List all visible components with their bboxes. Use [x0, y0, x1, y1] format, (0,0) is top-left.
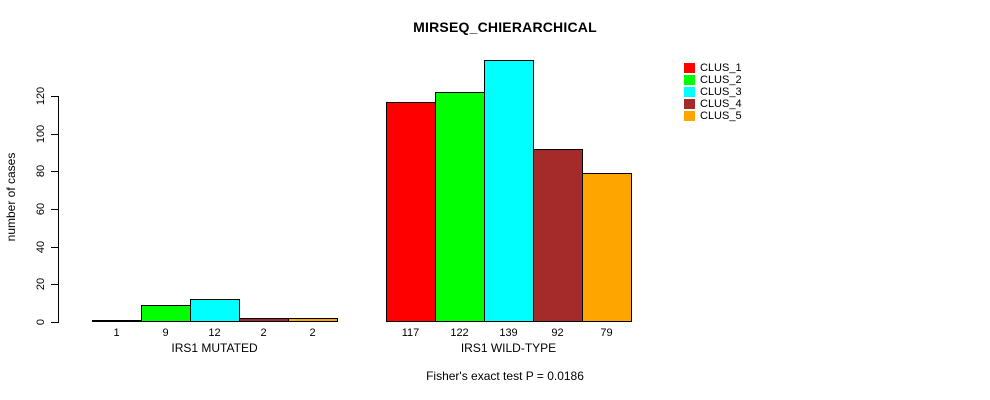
legend-swatch-clus_2 [684, 75, 695, 85]
y-tick-mark [51, 209, 58, 210]
bar-value-label: 117 [401, 327, 420, 339]
bar-value-label: 139 [499, 327, 518, 339]
y-tick-mark [51, 134, 58, 135]
bar-clus_2-mutated [141, 305, 191, 322]
bar-value-label: 9 [162, 327, 169, 339]
legend-label-clus_5: CLUS_5 [700, 110, 742, 122]
bar-clus_2-wild-type [435, 92, 485, 322]
bar-clus_3-mutated [190, 299, 240, 322]
y-axis-line [58, 96, 59, 323]
group-label-mutated: IRS1 MUTATED [171, 341, 258, 355]
y-tick-mark [51, 284, 58, 285]
y-tick-label: 20 [35, 277, 47, 291]
y-tick-label: 0 [35, 318, 47, 326]
y-axis-label: number of cases [4, 152, 18, 242]
legend-label-clus_3: CLUS_3 [700, 86, 742, 98]
bar-clus_1-mutated [92, 320, 142, 322]
group-label-wild-type: IRS1 WILD-TYPE [460, 341, 557, 355]
y-tick-label: 80 [35, 164, 47, 178]
bar-value-label: 92 [551, 327, 564, 339]
legend-label-clus_4: CLUS_4 [700, 98, 742, 110]
bar-value-label: 2 [309, 327, 316, 339]
y-tick-mark [51, 247, 58, 248]
bar-clus_5-wild-type [582, 173, 632, 322]
legend-label-clus_1: CLUS_1 [700, 62, 742, 74]
y-tick-label: 60 [35, 202, 47, 216]
y-tick-mark [51, 96, 58, 97]
bar-value-label: 12 [208, 327, 221, 339]
bar-value-label: 2 [260, 327, 267, 339]
subtitle-fisher-test: Fisher's exact test P = 0.0186 [426, 369, 584, 383]
bar-value-label: 79 [600, 327, 613, 339]
legend-swatch-clus_4 [684, 99, 695, 109]
bar-clus_5-mutated [288, 318, 338, 322]
bar-clus_1-wild-type [386, 102, 436, 322]
bar-clus_4-mutated [239, 318, 289, 322]
chart-title: MIRSEQ_CHIERARCHICAL [413, 19, 597, 35]
y-tick-mark [51, 322, 58, 323]
y-tick-label: 100 [35, 124, 47, 144]
y-tick-mark [51, 171, 58, 172]
y-tick-label: 120 [35, 86, 47, 106]
bar-value-label: 122 [450, 327, 469, 339]
legend-label-clus_2: CLUS_2 [700, 74, 742, 86]
y-tick-label: 40 [35, 240, 47, 254]
legend-swatch-clus_5 [684, 111, 695, 121]
legend-swatch-clus_1 [684, 63, 695, 73]
bar-clus_3-wild-type [484, 60, 534, 322]
bar-clus_4-wild-type [533, 149, 583, 322]
legend-swatch-clus_3 [684, 87, 695, 97]
bar-value-label: 1 [113, 327, 120, 339]
